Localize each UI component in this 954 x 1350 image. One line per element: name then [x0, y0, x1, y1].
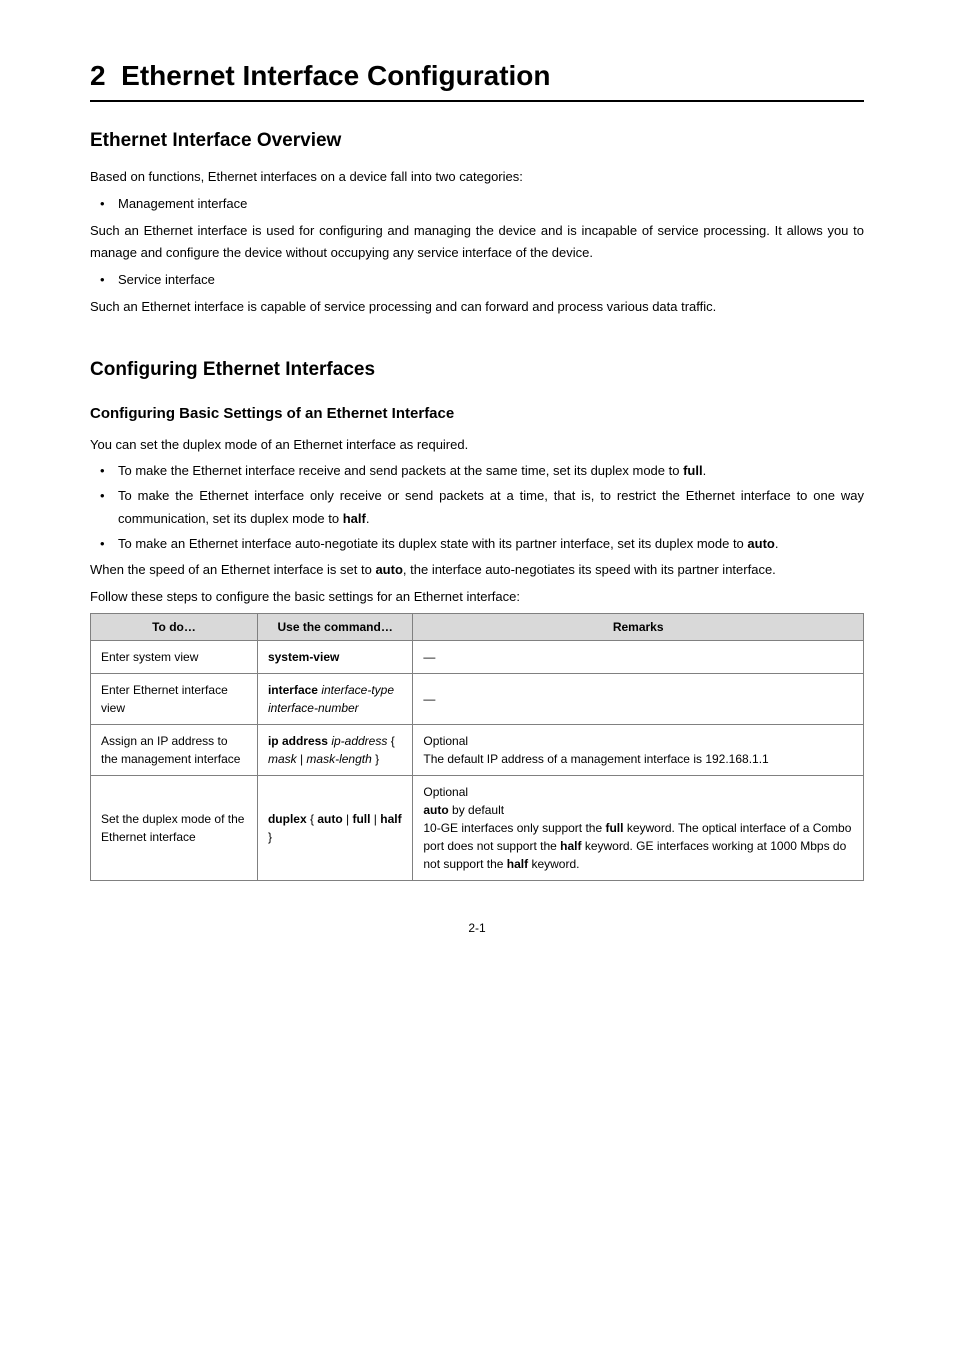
config-intro: You can set the duplex mode of an Ethern… — [90, 434, 864, 457]
config-bullet-3: To make an Ethernet interface auto-negot… — [90, 533, 864, 556]
cmd-duplex-auto: auto — [314, 812, 346, 826]
cell-r2c3: — — [413, 673, 864, 724]
config-bullet-1b: full — [683, 463, 703, 478]
cell-r4c2: duplex { auto | full | half } — [257, 775, 412, 880]
table-header-2: Use the command… — [257, 613, 412, 640]
cmd-ip-brace-open: { — [391, 734, 395, 748]
table-header-1: To do… — [91, 613, 258, 640]
config-bullet-1: To make the Ethernet interface receive a… — [90, 460, 864, 483]
cell-r2c1: Enter Ethernet interface view — [91, 673, 258, 724]
config-subheading: Configuring Basic Settings of an Etherne… — [90, 405, 864, 422]
cell-r1c2: system-view — [257, 640, 412, 673]
remark-r4-n6: half — [507, 857, 528, 871]
cell-r1c3: — — [413, 640, 864, 673]
cmd-interface: interface — [268, 683, 318, 697]
overview-bullet-2: Service interface — [90, 269, 864, 292]
cell-r3c1: Assign an IP address to the management i… — [91, 724, 258, 775]
table-header-3: Remarks — [413, 613, 864, 640]
config-after-para: When the speed of an Ethernet interface … — [90, 559, 864, 582]
chapter-number: 2 Ethernet Interface Configuration — [90, 60, 864, 102]
config-bullet-2b: half — [343, 511, 366, 526]
cmd-ip-arg1: ip-address — [328, 734, 391, 748]
overview-bullet-list-1: Management interface — [90, 193, 864, 216]
overview-heading: Ethernet Interface Overview — [90, 130, 864, 152]
cell-r4c1: Set the duplex mode of the Ethernet inte… — [91, 775, 258, 880]
config-bullet-list: To make the Ethernet interface receive a… — [90, 460, 864, 555]
cmd-duplex-full: full — [349, 812, 374, 826]
config-bullet-2: To make the Ethernet interface only rece… — [90, 485, 864, 531]
remark-r4-n1: 10-GE interfaces only support the — [423, 821, 605, 835]
cmd-ip-mask: mask — [268, 752, 300, 766]
table-header-row: To do… Use the command… Remarks — [91, 613, 864, 640]
remark-r4-bydefault: by default — [449, 803, 504, 817]
config-heading: Configuring Ethernet Interfaces — [90, 359, 864, 381]
config-bullet-3a: To make an Ethernet interface auto-negot… — [118, 536, 747, 551]
cmd-system-view: system-view — [268, 650, 339, 664]
remark-optional: Optional — [423, 732, 853, 750]
overview-intro: Based on functions, Ethernet interfaces … — [90, 166, 864, 189]
cell-r3c2: ip address ip-address { mask | mask-leng… — [257, 724, 412, 775]
config-bullet-2a: To make the Ethernet interface only rece… — [118, 488, 864, 526]
overview-para-2: Such an Ethernet interface is capable of… — [90, 296, 864, 319]
cell-r4c3: Optional auto by default 10-GE interface… — [413, 775, 864, 880]
remark-r4-auto: auto — [423, 803, 448, 817]
cmd-duplex-bc: } — [268, 830, 272, 844]
config-follow: Follow these steps to configure the basi… — [90, 586, 864, 609]
config-after-c: , the interface auto-negotiates its spee… — [403, 562, 776, 577]
cell-r3c3: Optional The default IP address of a man… — [413, 724, 864, 775]
cmd-ip: ip address — [268, 734, 328, 748]
config-bullet-1a: To make the Ethernet interface receive a… — [118, 463, 683, 478]
cmd-ip-brace-close: } — [375, 752, 379, 766]
cmd-ip-masklen: mask-length — [303, 752, 375, 766]
config-bullet-1c: . — [703, 463, 707, 478]
remark-r4-n4: half — [560, 839, 581, 853]
table-row: Enter system view system-view — — [91, 640, 864, 673]
page-number: 2-1 — [90, 921, 864, 935]
table-row: Enter Ethernet interface view interface … — [91, 673, 864, 724]
cmd-duplex-half: half — [377, 812, 402, 826]
remark-r4-n7: keyword. — [528, 857, 579, 871]
cell-r1c1: Enter system view — [91, 640, 258, 673]
table-row: Assign an IP address to the management i… — [91, 724, 864, 775]
remark-r4-n2: full — [605, 821, 623, 835]
remark-r4-note: 10-GE interfaces only support the full k… — [423, 819, 853, 873]
config-bullet-3b: auto — [747, 536, 774, 551]
config-after-b: auto — [375, 562, 402, 577]
cmd-duplex: duplex — [268, 812, 310, 826]
cell-r2c2: interface interface-type interface-numbe… — [257, 673, 412, 724]
overview-bullet-1: Management interface — [90, 193, 864, 216]
remark-r4-optional: Optional — [423, 783, 853, 801]
config-bullet-2c: . — [366, 511, 370, 526]
remark-r4-default: auto by default — [423, 801, 853, 819]
config-bullet-3c: . — [775, 536, 779, 551]
config-table: To do… Use the command… Remarks Enter sy… — [90, 613, 864, 881]
remark-default-ip: The default IP address of a management i… — [423, 750, 853, 768]
table-row: Set the duplex mode of the Ethernet inte… — [91, 775, 864, 880]
overview-bullet-list-2: Service interface — [90, 269, 864, 292]
config-after-a: When the speed of an Ethernet interface … — [90, 562, 375, 577]
overview-para-1: Such an Ethernet interface is used for c… — [90, 220, 864, 266]
